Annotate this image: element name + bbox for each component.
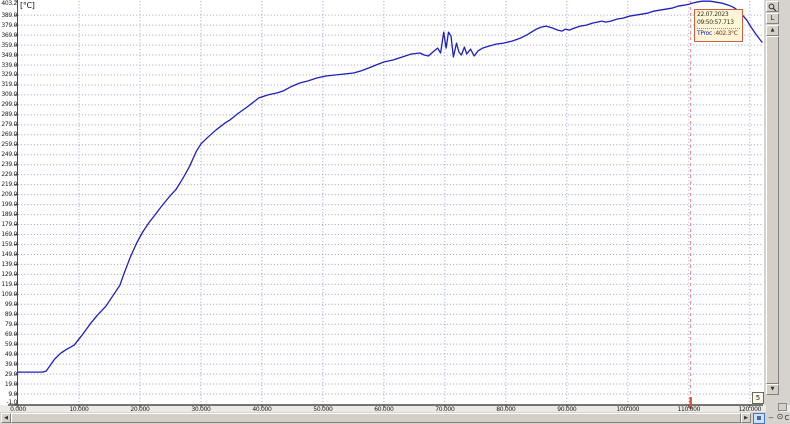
x-tick-label: 70.000	[435, 406, 455, 413]
x-tick-label: 30.000	[191, 406, 211, 413]
vertical-scrollbar[interactable]: L ▲ ▼	[766, 0, 780, 424]
view-square-icon	[757, 416, 761, 420]
magnifier-icon	[768, 3, 777, 11]
y-tick-label: 259.0	[1, 141, 17, 149]
y-tick-label: 279.0	[1, 121, 17, 129]
tooltip-channel-row: TProc :402.3°C	[697, 30, 740, 38]
y-tick-label: 139.0	[1, 260, 17, 268]
y-tick-label: 119.0	[1, 280, 17, 288]
y-tick-label: 379.0	[1, 21, 17, 29]
y-tick-label: -1.0	[6, 399, 17, 406]
target-icon: ⊙	[776, 412, 784, 421]
plot-area[interactable]: [°C]	[0, 0, 764, 409]
page-marker-tag[interactable]: 5	[752, 392, 764, 404]
y-tick-label: 219.0	[1, 181, 17, 189]
y-tick-label: 79.0	[4, 320, 17, 328]
y-tick-label: 339.0	[1, 61, 17, 69]
y-tick-label: 403.2	[1, 0, 17, 7]
x-tick-label: 0.000	[10, 406, 26, 413]
scroll-down-button[interactable]: ▼	[766, 384, 779, 395]
y-tick-label: 209.0	[1, 191, 17, 199]
y-tick-label: 39.0	[4, 360, 17, 368]
y-tick-label: 99.0	[4, 300, 17, 308]
y-tick-label: 269.0	[1, 131, 17, 139]
vertical-scrollbar-thumb[interactable]	[766, 36, 779, 384]
active-view-button[interactable]	[753, 413, 765, 424]
y-tick-label: 59.0	[4, 340, 17, 348]
axis-scale-icon: L	[770, 14, 775, 22]
zoom-button[interactable]	[766, 1, 779, 12]
y-tick-label: 289.0	[1, 111, 17, 119]
arrow-up-icon: ▲	[770, 27, 775, 33]
y-tick-label: 239.0	[1, 161, 17, 169]
y-tick-label: 369.0	[1, 31, 17, 39]
y-tick-label: 149.0	[1, 250, 17, 258]
x-tick-label: 60.000	[374, 406, 394, 413]
x-tick-label: 50.000	[313, 406, 333, 413]
tooltip-time: 09:50:57.713	[697, 19, 734, 26]
arrow-down-icon: ▼	[770, 386, 775, 392]
y-tick-label: 89.0	[4, 310, 17, 318]
y-tick-label: 359.0	[1, 41, 17, 49]
y-axis-scale-button[interactable]: L	[766, 13, 779, 24]
arrow-left-icon: ◀	[4, 415, 8, 421]
scroll-right-button[interactable]: ▶	[741, 413, 751, 423]
minus-icon: −	[768, 414, 774, 422]
y-tick-label: 19.0	[4, 380, 17, 388]
x-tick-label: 100.000	[616, 406, 640, 413]
y-tick-label: 189.0	[1, 211, 17, 219]
x-tick-label: 110.000	[677, 406, 701, 413]
y-tick-label: 299.0	[1, 101, 17, 109]
y-tick-label: 179.0	[1, 221, 17, 229]
scroll-up-button[interactable]: ▲	[766, 25, 779, 36]
y-tick-label: 109.0	[1, 290, 17, 298]
tooltip-channel-value: :402.3°C	[711, 30, 738, 37]
chart-canvas[interactable]	[0, 0, 764, 424]
y-tick-label: 169.0	[1, 231, 17, 238]
arrow-right-icon: ▶	[744, 415, 748, 421]
x-tick-label: 20.000	[130, 406, 150, 413]
y-tick-label: 319.0	[1, 81, 17, 89]
y-tick-label: 329.0	[1, 71, 17, 79]
x-tick-label: 80.000	[496, 406, 516, 413]
x-axis-label-band	[0, 405, 790, 412]
y-tick-label: 69.0	[4, 330, 17, 338]
horizontal-scrollbar-thumb[interactable]	[11, 413, 741, 423]
x-tick-label: 40.000	[252, 406, 272, 413]
y-axis-unit-label: [°C]	[20, 1, 35, 10]
autoscale-button[interactable]: ⊙	[776, 412, 784, 423]
y-tick-label: 309.0	[1, 91, 17, 99]
tooltip-date: 22.07.2023	[697, 11, 729, 18]
y-tick-label: 349.0	[1, 51, 17, 59]
tooltip-divider	[697, 28, 740, 29]
y-tick-label: 9.0	[8, 390, 17, 398]
y-tick-label: 389.0	[1, 11, 17, 19]
cursor-mode-button[interactable]: C	[784, 413, 790, 423]
x-tick-label: 10.000	[69, 406, 89, 413]
cursor-tooltip: 22.07.2023 09:50:57.713 TProc :402.3°C	[694, 9, 743, 42]
y-tick-label: 49.0	[4, 350, 17, 358]
tooltip-channel-name: TProc	[697, 30, 712, 37]
y-tick-label: 249.0	[1, 151, 17, 159]
x-tick-label: 120.000	[738, 406, 762, 413]
y-tick-label: 129.0	[1, 270, 17, 278]
letter-c-icon: C	[784, 414, 790, 422]
scroll-left-button[interactable]: ◀	[1, 413, 11, 423]
y-tick-label: 199.0	[1, 201, 17, 209]
horizontal-scrollbar[interactable]: ◀ ▶	[0, 412, 790, 424]
x-tick-label: 90.000	[557, 406, 577, 413]
y-tick-label: 229.0	[1, 171, 17, 179]
zoom-out-button[interactable]: −	[767, 413, 775, 423]
resize-grip[interactable]	[778, 403, 787, 411]
y-tick-label: 29.0	[4, 370, 17, 378]
y-tick-label: 159.0	[1, 240, 17, 248]
